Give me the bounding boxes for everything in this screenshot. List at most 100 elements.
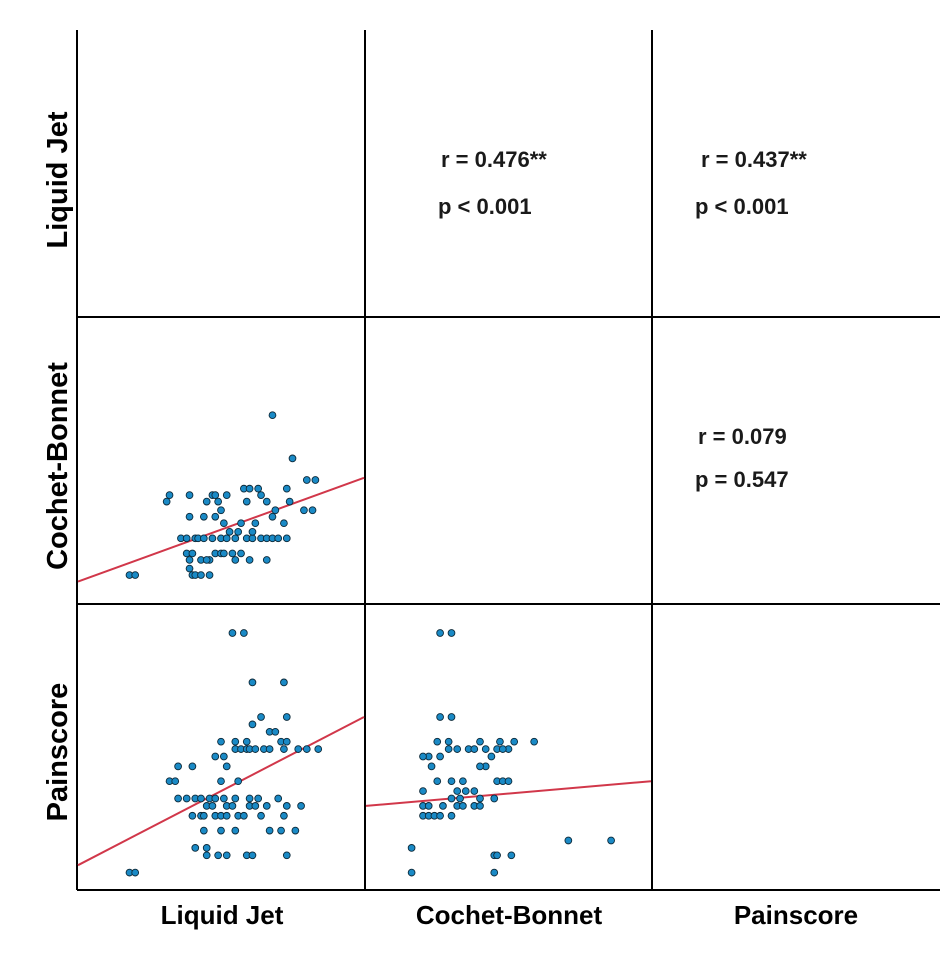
data-point-ps-vs-lj-33 — [274, 794, 283, 803]
data-point-ps-vs-lj-73 — [271, 727, 280, 736]
data-point-cb-vs-lj-26 — [208, 534, 217, 543]
data-point-cb-vs-lj-48 — [217, 506, 225, 515]
stat-r-cochetbonnet-painscore: r = 0.079 — [698, 424, 787, 449]
data-point-ps-vs-cb-7 — [607, 836, 615, 845]
data-point-ps-vs-cb-55 — [419, 752, 427, 761]
data-point-ps-vs-lj-21 — [222, 811, 231, 820]
data-point-cb-vs-lj-41 — [237, 519, 245, 528]
data-point-ps-vs-lj-41 — [211, 794, 220, 803]
data-point-ps-vs-cb-57 — [433, 777, 442, 786]
fit-line-ps-vs-cb — [365, 780, 652, 807]
stat-p-liquidjet-cochetbonnet: p < 0.001 — [438, 194, 532, 219]
data-point-ps-vs-lj-39 — [197, 794, 205, 803]
data-point-cb-vs-lj-68 — [288, 454, 297, 463]
data-point-ps-vs-lj-15 — [291, 826, 300, 835]
stat-p-cochetbonnet-painscore: p = 0.547 — [695, 467, 789, 492]
data-point-cb-vs-lj-12 — [202, 556, 211, 564]
data-point-cb-vs-lj-50 — [214, 497, 222, 506]
fit-line-ps-vs-lj — [77, 716, 365, 867]
data-point-ps-vs-cb-40 — [470, 745, 479, 753]
row-label-painscore: Painscore — [42, 683, 74, 822]
data-point-ps-vs-cb-56 — [427, 762, 436, 771]
data-point-cb-vs-lj-56 — [308, 506, 317, 515]
data-point-ps-vs-lj-52 — [222, 762, 231, 771]
data-point-ps-vs-lj-23 — [240, 811, 248, 820]
data-point-cb-vs-lj-38 — [234, 527, 243, 536]
data-point-ps-vs-lj-32 — [262, 802, 271, 810]
data-point-ps-vs-cb-22 — [453, 787, 462, 795]
data-point-ps-vs-cb-34 — [487, 752, 496, 761]
data-point-ps-vs-lj-37 — [182, 794, 191, 803]
data-point-ps-vs-cb-41 — [481, 745, 490, 753]
data-point-ps-vs-lj-29 — [228, 802, 237, 810]
data-point-ps-vs-cb-12 — [447, 811, 456, 820]
data-point-ps-vs-cb-3 — [493, 851, 501, 860]
data-point-cb-vs-lj-61 — [211, 491, 220, 499]
data-point-ps-vs-cb-50 — [444, 737, 453, 746]
data-point-ps-vs-lj-68 — [294, 745, 303, 753]
data-point-cb-vs-lj-36 — [282, 534, 291, 543]
data-point-cb-vs-lj-71 — [257, 491, 265, 499]
data-point-cb-vs-lj-15 — [220, 549, 228, 558]
data-point-ps-vs-lj-74 — [282, 713, 291, 721]
data-point-ps-vs-lj-27 — [208, 802, 217, 810]
data-point-ps-vs-lj-64 — [242, 737, 251, 746]
data-point-ps-vs-lj-71 — [248, 720, 257, 729]
data-point-ps-vs-cb-25 — [476, 794, 484, 803]
data-point-ps-vs-cb-51 — [436, 713, 444, 721]
scatter-panel-painscore-vs-liquidjet — [77, 629, 365, 877]
data-point-cb-vs-lj-20 — [262, 556, 271, 564]
data-point-ps-vs-lj-7 — [282, 851, 291, 860]
data-point-ps-vs-lj-18 — [199, 811, 208, 820]
data-point-ps-vs-lj-67 — [282, 737, 291, 746]
data-point-cb-vs-lj-46 — [199, 512, 208, 521]
data-point-ps-vs-lj-31 — [251, 802, 260, 810]
data-point-cb-vs-lj-54 — [285, 497, 294, 506]
data-point-ps-vs-cb-20 — [419, 787, 427, 795]
data-point-ps-vs-cb-23 — [461, 787, 470, 795]
data-point-cb-vs-lj-37 — [225, 527, 234, 536]
data-point-ps-vs-cb-33 — [476, 762, 484, 771]
data-point-ps-vs-lj-76 — [280, 678, 288, 687]
data-point-ps-vs-lj-43 — [231, 794, 240, 803]
data-point-ps-vs-lj-2 — [202, 851, 211, 860]
data-point-cb-vs-lj-11 — [188, 549, 197, 558]
data-point-ps-vs-cb-49 — [433, 737, 442, 746]
data-point-ps-vs-cb-53 — [436, 629, 444, 637]
data-point-ps-vs-cb-19 — [439, 802, 447, 810]
data-point-ps-vs-cb-5 — [407, 844, 416, 852]
data-point-ps-vs-lj-4 — [222, 851, 231, 860]
data-point-ps-vs-lj-8 — [191, 844, 200, 852]
data-point-cb-vs-lj-7 — [185, 556, 194, 564]
data-point-ps-vs-lj-35 — [297, 802, 305, 810]
data-point-cb-vs-lj-69 — [268, 411, 277, 420]
data-point-ps-vs-cb-6 — [564, 836, 573, 845]
data-point-ps-vs-cb-0 — [407, 868, 416, 877]
data-point-cb-vs-lj-39 — [248, 527, 257, 536]
data-point-cb-vs-lj-65 — [282, 484, 291, 493]
data-point-ps-vs-lj-10 — [199, 826, 208, 835]
data-point-ps-vs-cb-45 — [476, 737, 484, 746]
data-point-ps-vs-lj-11 — [217, 826, 225, 835]
data-point-ps-vs-cb-37 — [444, 745, 453, 753]
data-point-ps-vs-cb-47 — [498, 745, 507, 753]
data-point-cb-vs-lj-70 — [245, 484, 254, 493]
data-point-ps-vs-cb-36 — [436, 752, 444, 761]
data-point-ps-vs-lj-59 — [251, 745, 260, 753]
data-point-ps-vs-cb-21 — [447, 794, 456, 803]
col-label-painscore: Painscore — [734, 900, 858, 930]
col-label-cochet-bonnet: Cochet-Bonnet — [416, 900, 603, 930]
data-point-ps-vs-cb-52 — [447, 713, 456, 721]
data-point-cb-vs-lj-67 — [311, 476, 320, 484]
data-point-ps-vs-cb-4 — [507, 851, 516, 860]
data-point-cb-vs-lj-45 — [185, 512, 194, 521]
data-point-cb-vs-lj-57 — [162, 497, 171, 506]
data-point-cb-vs-lj-18 — [231, 556, 240, 564]
data-point-cb-vs-lj-62 — [222, 491, 231, 499]
data-point-ps-vs-lj-13 — [265, 826, 274, 835]
data-point-cb-vs-lj-35 — [274, 534, 283, 543]
col-label-liquid-jet: Liquid Jet — [161, 900, 284, 930]
data-point-ps-vs-lj-54 — [220, 752, 228, 761]
data-point-ps-vs-cb-26 — [490, 794, 499, 803]
